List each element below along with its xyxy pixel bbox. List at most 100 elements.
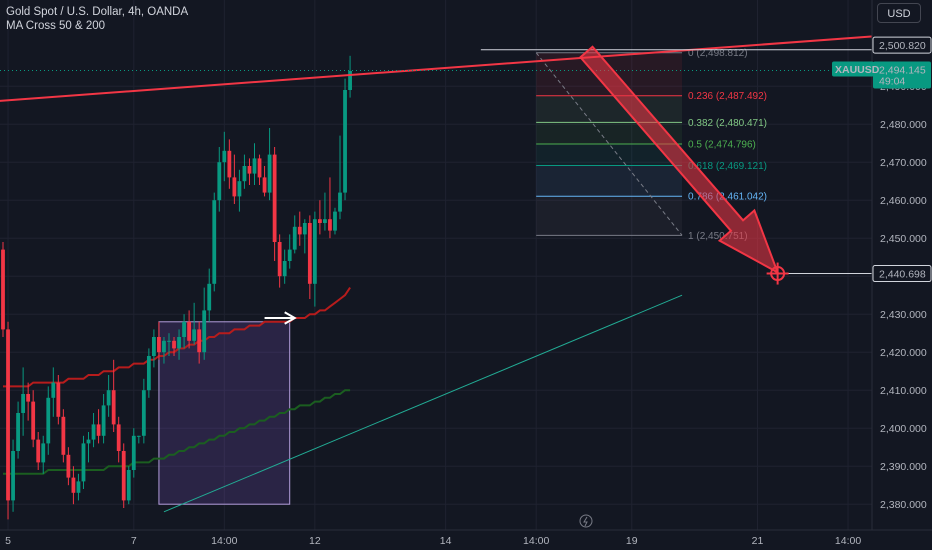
candle-body bbox=[343, 90, 347, 193]
candle bbox=[11, 439, 15, 512]
candle bbox=[187, 310, 192, 349]
fib-zone bbox=[536, 165, 683, 197]
candle bbox=[106, 375, 111, 417]
chart-header: Gold Spot / U.S. Dollar, 4h, OANDA MA Cr… bbox=[6, 5, 188, 33]
candle bbox=[116, 416, 121, 463]
candle-body bbox=[262, 177, 267, 193]
time-tick-label: 14:00 bbox=[523, 535, 549, 547]
candle bbox=[146, 348, 151, 398]
candle bbox=[46, 386, 51, 455]
candle bbox=[167, 333, 171, 356]
price-tick-label: 2,460.000 bbox=[880, 195, 927, 207]
time-tick-label: 21 bbox=[752, 535, 764, 547]
candle bbox=[302, 219, 307, 254]
time-tick-label: 7 bbox=[131, 535, 137, 547]
candle bbox=[207, 268, 212, 322]
candle-body bbox=[338, 192, 342, 212]
currency-button[interactable]: USD bbox=[877, 3, 921, 23]
candle bbox=[152, 329, 156, 368]
candle-body bbox=[71, 477, 76, 493]
fib-level-label: 0 (2,498.812) bbox=[688, 48, 748, 59]
arrow-shape bbox=[579, 45, 780, 275]
candle bbox=[86, 432, 91, 463]
candle bbox=[16, 401, 20, 459]
candle bbox=[247, 158, 252, 185]
candle-body bbox=[6, 329, 10, 501]
time-tick-label: 12 bbox=[309, 535, 321, 547]
candle-body bbox=[328, 219, 332, 231]
candle-body bbox=[51, 382, 56, 398]
symbol-title[interactable]: Gold Spot / U.S. Dollar, 4h, OANDA bbox=[6, 6, 189, 18]
price-tick-label: 2,420.000 bbox=[880, 347, 927, 359]
candle-body bbox=[116, 424, 121, 451]
fib-level-label: 0.5 (2,474.796) bbox=[688, 139, 756, 150]
replay-icon bbox=[579, 514, 593, 528]
candle-body bbox=[36, 439, 41, 463]
range-box bbox=[158, 321, 291, 505]
price-label-text: 2,440.698 bbox=[879, 269, 926, 281]
candle bbox=[101, 394, 106, 444]
price-tick-label: 2,400.000 bbox=[880, 423, 927, 435]
candle-body bbox=[157, 337, 161, 353]
candle bbox=[222, 131, 227, 182]
candle-body bbox=[126, 470, 131, 501]
candle bbox=[177, 329, 181, 360]
candle-body bbox=[56, 382, 61, 417]
candle bbox=[292, 215, 297, 254]
current-price-text: 2,494.145 bbox=[879, 64, 926, 76]
candle-body bbox=[312, 219, 317, 284]
candle-body bbox=[136, 435, 141, 437]
candle bbox=[1, 242, 5, 337]
candle bbox=[343, 78, 347, 201]
candle-body bbox=[302, 223, 307, 235]
candle-body bbox=[76, 481, 81, 493]
candle bbox=[297, 211, 302, 246]
time-axis: 5 7 14:00 12 14 14:00 19 21 14:00 bbox=[0, 529, 932, 550]
price-tick-label: 2,410.000 bbox=[880, 385, 927, 397]
down-arrow bbox=[579, 45, 780, 275]
candle-body bbox=[202, 310, 207, 353]
candle bbox=[287, 234, 292, 269]
candle-body bbox=[11, 451, 15, 501]
candle-body bbox=[111, 390, 116, 425]
indicator-legend[interactable]: MA Cross 50 & 200 bbox=[6, 20, 106, 32]
time-tick-label: 14:00 bbox=[211, 535, 237, 547]
candle bbox=[272, 147, 277, 261]
candle-body bbox=[212, 200, 217, 284]
candle-body bbox=[61, 416, 66, 455]
candle-body bbox=[292, 226, 297, 250]
fib-zone bbox=[536, 143, 683, 166]
candle-body bbox=[307, 223, 312, 284]
candle-body bbox=[96, 424, 101, 436]
candle-body bbox=[41, 443, 46, 463]
price-label-box bbox=[872, 265, 932, 283]
candle bbox=[232, 154, 237, 204]
target-marker bbox=[766, 262, 789, 285]
fib-retracement: 0 (2,498.812) 0.236 (2,487.492) 0.382 (2,4… bbox=[535, 48, 767, 242]
candle bbox=[141, 378, 146, 444]
price-tick-label: 2,470.000 bbox=[880, 157, 927, 169]
candle-body bbox=[323, 219, 327, 223]
candle-body bbox=[297, 226, 302, 235]
candle-body bbox=[182, 321, 186, 337]
candle bbox=[257, 154, 262, 185]
price-tick-label: 2,380.000 bbox=[880, 499, 927, 511]
candle-body bbox=[101, 405, 106, 436]
time-tick-label: 14:00 bbox=[835, 535, 861, 547]
fib-level-label: 0.618 (2,469.121) bbox=[688, 161, 767, 172]
candle-body bbox=[1, 249, 5, 330]
candle-body bbox=[222, 150, 227, 163]
fib-zone bbox=[536, 196, 683, 236]
candle bbox=[317, 200, 322, 235]
price-tick-label: 2,480.000 bbox=[880, 119, 927, 131]
candle-body bbox=[272, 154, 277, 242]
ma200-line bbox=[3, 389, 351, 475]
fib-level-label: 0.382 (2,480.471) bbox=[688, 118, 767, 129]
replay-icon-bolt bbox=[583, 516, 588, 527]
candle bbox=[312, 211, 317, 307]
fib-level-label: 0.236 (2,487.492) bbox=[688, 91, 767, 102]
candle bbox=[197, 321, 202, 364]
candle-body bbox=[141, 390, 146, 436]
candle-body bbox=[121, 451, 126, 501]
